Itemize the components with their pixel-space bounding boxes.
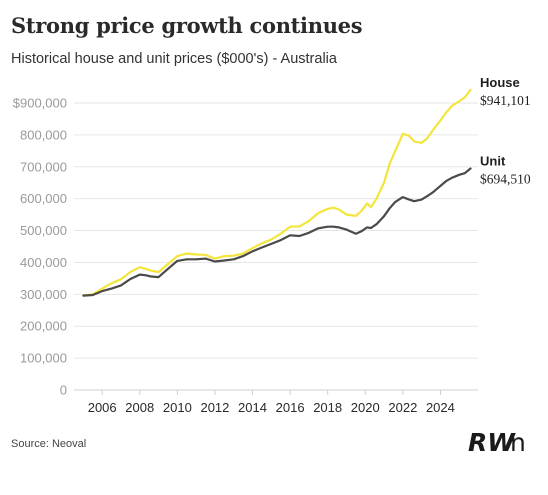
x-tick-label: 2006 (88, 400, 117, 415)
series-value-house: $941,101 (480, 93, 531, 108)
series-label-unit: Unit (480, 154, 506, 169)
source-note: Source: Neoval (11, 438, 87, 450)
x-tick-label: 2012 (200, 400, 229, 415)
y-tick-label: 500,000 (20, 223, 67, 238)
y-tick-label: 0 (60, 383, 67, 398)
svg-text:n: n (510, 428, 526, 457)
y-tick-label: 800,000 (20, 127, 67, 142)
x-tick-label: 2008 (125, 400, 154, 415)
series-line-unit (82, 167, 472, 297)
x-tick-label: 2018 (313, 400, 342, 415)
y-tick-label: $900,000 (13, 96, 67, 111)
series-label-house: House (480, 75, 520, 90)
chart-title: Strong price growth continues (11, 13, 363, 38)
x-tick-label: 2020 (351, 400, 380, 415)
x-tick-label: 2016 (276, 400, 305, 415)
x-tick-label: 2024 (426, 400, 455, 415)
chart-subtitle: Historical house and unit prices ($000's… (11, 51, 337, 67)
y-tick-label: 100,000 (20, 351, 67, 366)
y-tick-label: 300,000 (20, 287, 67, 302)
y-tick-label: 400,000 (20, 255, 67, 270)
y-tick-label: 700,000 (20, 159, 67, 174)
x-tick-label: 2010 (163, 400, 192, 415)
x-tick-label: 2014 (238, 400, 267, 415)
y-tick-label: 600,000 (20, 191, 67, 206)
rwn-logo: RW n (468, 428, 526, 457)
series-value-unit: $694,510 (480, 172, 531, 187)
y-tick-label: 200,000 (20, 319, 67, 334)
x-tick-label: 2022 (388, 400, 417, 415)
series-line-house (82, 88, 472, 297)
svg-text:RW: RW (468, 428, 516, 457)
